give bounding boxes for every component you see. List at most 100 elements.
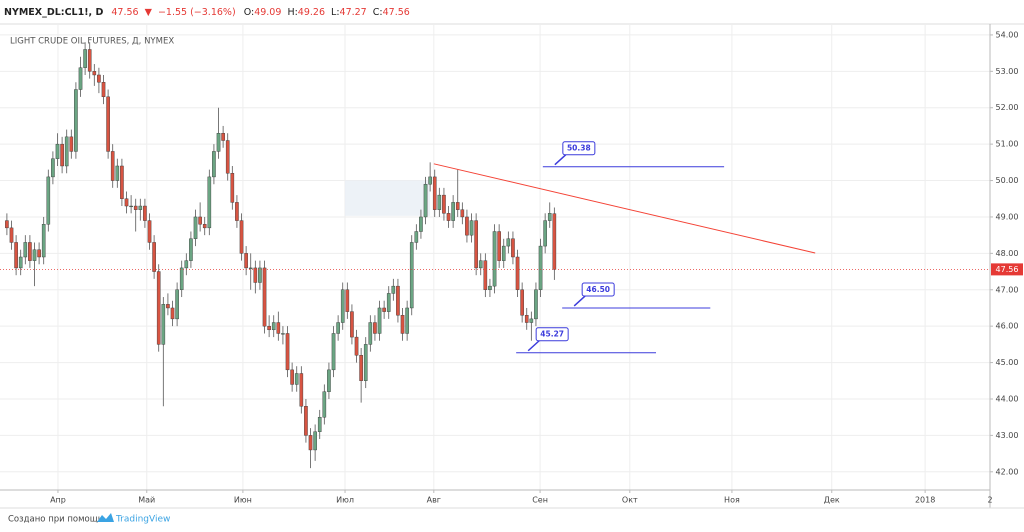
footer-text: Создано при помощи [8,515,103,525]
candle-body [322,391,327,418]
candle-body [299,373,304,407]
candle-body [28,242,32,261]
candle-body [515,256,520,290]
candle-body [41,224,46,258]
candle-body [308,435,313,451]
candle-body [340,289,345,323]
candle-body [451,202,455,221]
candle-body [202,224,207,229]
candle-body [189,238,193,261]
candle-body [409,242,414,309]
open-value: 49.09 [254,7,281,18]
candle-body [455,202,460,210]
candle-body [336,322,340,334]
candle-body [506,238,511,247]
candle-body [345,289,350,312]
candle-body [198,216,202,225]
candle-body [147,220,152,243]
x-tick-label: Окт [622,496,638,505]
x-tick-label: Ноя [724,496,740,505]
candle-body [313,431,317,451]
y-tick-label: 50.00 [996,176,1019,185]
y-tick-label: 42.00 [996,467,1019,476]
candle-body [534,289,538,320]
arrow: ▼ [145,7,153,18]
candle-body [253,267,258,283]
candle-body [225,140,230,174]
x-tick-label: Дек [824,496,840,505]
candle-body [87,49,92,72]
trend-line [433,163,816,254]
x-tick-label: Сен [532,496,548,505]
candle-body [184,260,189,269]
last-price-box [991,263,1023,276]
candle-body [83,49,87,68]
candle-body [271,322,276,331]
zone [345,180,431,216]
candle-body [110,151,115,181]
candle-body [529,318,534,323]
candle-body [51,158,55,178]
candle-body [46,176,51,225]
candle-body [497,231,501,261]
candle-body [258,267,262,283]
candle-body [18,256,23,269]
candle-body [400,315,405,334]
x-tick-label: Апр [50,496,66,505]
candle-body [74,89,78,152]
candle-body [543,220,547,247]
callout-box [562,141,596,156]
candle-body [143,205,147,221]
callout-pointer [554,154,567,166]
candle-body [294,373,299,385]
x-tick-label: Авг [427,496,441,505]
callout-label: 46.50 [586,285,610,294]
y-tick-label: 45.00 [996,358,1019,367]
callout-pointer [527,340,540,352]
candle-body [60,143,64,167]
candles [5,42,557,469]
candle-body [391,285,396,294]
chart-subtitle: LIGHT CRUDE OIL FUTURES, Д, NYMEX [10,37,174,47]
candle-body [331,333,336,371]
high-value: 49.26 [298,7,325,18]
candle-body [193,216,198,239]
candle-body [432,176,437,210]
low-value: 47.27 [340,7,367,18]
candle-body [501,245,506,261]
candle-body [55,143,60,159]
candle-body [359,355,363,381]
overlay: 50.38 46.50 45.27 [0,141,990,354]
candle-body [511,238,515,258]
candle-body [446,213,451,221]
candle-body [37,249,41,258]
candle-body [469,220,474,236]
open-label: O: [244,7,255,18]
candle-body [317,416,322,432]
y-tick-label: 47.00 [996,285,1019,294]
tradingview-logo: TradingView [97,513,170,525]
candle-body [382,307,386,312]
candle-body [267,325,271,331]
candle-body [442,194,446,214]
candle-body [156,271,161,345]
candle-body [414,231,419,243]
candle-body [262,267,267,327]
candle-body [281,333,285,335]
candle-body [368,322,373,345]
candle-body [97,74,101,83]
candle-body [64,136,69,167]
callout-box [535,327,569,342]
candle-body [161,304,166,345]
candle-body [14,242,18,269]
candle-body [363,344,368,381]
candle-body [354,336,359,356]
candle-body [547,213,552,221]
candle-body [373,322,377,334]
candle-body [465,216,469,236]
candle-body [78,67,83,90]
y-tick-label: 54.00 [996,30,1019,39]
candle-body [478,260,483,269]
